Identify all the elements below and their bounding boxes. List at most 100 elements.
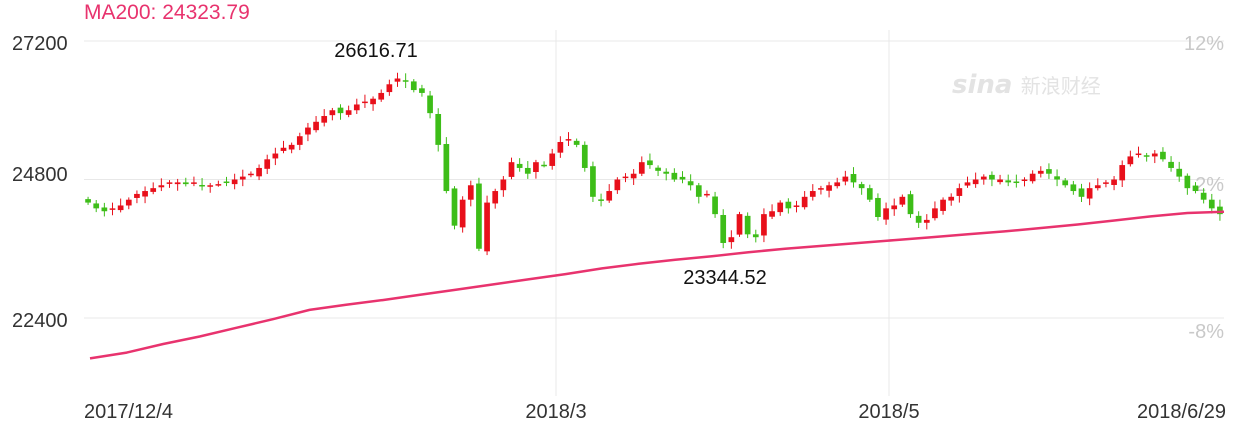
candle-up (777, 202, 784, 213)
candle-down (590, 166, 596, 197)
candle-down (337, 107, 344, 114)
candle-up (940, 199, 946, 211)
candle-down (1200, 192, 1207, 200)
candle-up (500, 179, 507, 191)
candle-down (581, 144, 588, 168)
x-tick-label: 2018/5 (858, 401, 919, 421)
candle-up (231, 179, 238, 185)
candle-down (223, 181, 230, 184)
candle-up (329, 110, 336, 116)
candle-up (125, 199, 132, 206)
candle-down (516, 163, 523, 168)
candle-up (1151, 153, 1158, 157)
candle-up (239, 176, 246, 180)
candlestick-series (85, 72, 1223, 256)
candle-down (476, 183, 482, 249)
candle-up (948, 196, 955, 201)
ma200-line (89, 210, 1225, 360)
x-tick-label: 2018/3 (525, 401, 586, 421)
candle-down (443, 144, 450, 192)
candle-up (834, 182, 841, 187)
y-axis: 27200 24800 22400 (12, 33, 68, 332)
candle-up (280, 147, 287, 151)
candle-up (492, 191, 499, 204)
sina-watermark: sina 新浪财经 (952, 70, 1101, 100)
y-tick-label: 24800 (12, 164, 68, 186)
candle-up (801, 196, 808, 208)
candle-up (769, 211, 775, 217)
candle-down (875, 197, 881, 218)
pct-tick-label: 2% (1195, 174, 1224, 196)
candle-down (524, 167, 531, 174)
candle-down (101, 207, 108, 212)
candle-up (264, 159, 271, 169)
candle-down (435, 114, 442, 145)
candle-up (1086, 188, 1093, 199)
candle-down (1070, 184, 1077, 192)
low-annotation: 23344.52 (683, 267, 766, 289)
x-tick-label: 2017/12/4 (84, 401, 173, 421)
candle-down (663, 171, 670, 174)
candle-up (826, 185, 832, 191)
pct-tick-label: -8% (1188, 321, 1224, 343)
candle-down (93, 203, 100, 209)
candle-down (866, 188, 873, 200)
candle-down (858, 184, 865, 189)
candle-up (1103, 182, 1109, 184)
candle-up (150, 188, 157, 192)
candle-up (818, 188, 824, 190)
candle-down (989, 174, 995, 180)
candle-up (296, 136, 303, 145)
candle-down (402, 80, 409, 82)
percent-axis: 12% 2% -8% (1184, 33, 1224, 343)
candle-up (638, 162, 645, 174)
candle-up (793, 205, 800, 207)
candle-down (679, 176, 686, 180)
candle-down (1168, 161, 1174, 168)
candle-up (288, 144, 295, 150)
candle-up (174, 182, 181, 185)
candle-up (191, 182, 197, 184)
candle-down (1184, 175, 1191, 189)
candle-up (736, 214, 743, 235)
candle-up (166, 182, 173, 184)
candle-up (386, 84, 393, 93)
candle-up (557, 141, 564, 153)
candle-up (467, 185, 474, 200)
candle-down (671, 172, 678, 180)
candle-down (1160, 151, 1166, 160)
candle-up (980, 176, 987, 180)
candle-up (117, 205, 124, 211)
candle-up (842, 176, 849, 182)
candle-up (459, 199, 466, 228)
candle-down (695, 185, 702, 197)
candle-down (720, 214, 727, 243)
candle-up (1029, 173, 1036, 182)
candle-down (1005, 180, 1012, 183)
x-tick-label: 2018/6/29 (1137, 401, 1226, 421)
candle-up (1119, 165, 1126, 181)
candle-down (182, 182, 189, 185)
candle-up (964, 182, 971, 186)
candle-down (199, 184, 205, 187)
candle-down (1176, 168, 1183, 177)
candle-down (1208, 199, 1215, 209)
candle-up (256, 167, 262, 177)
candle-down (1054, 176, 1060, 180)
candle-up (565, 139, 572, 141)
candle-down (1217, 206, 1223, 215)
candle-down (451, 188, 458, 226)
x-axis: 2017/12/4 2018/3 2018/5 2018/6/29 (84, 401, 1226, 421)
candle-down (785, 201, 792, 209)
candle-up (1111, 179, 1117, 185)
candle-down (1143, 155, 1150, 157)
candle-up (1127, 156, 1134, 165)
candle-down (541, 164, 547, 167)
candle-down (427, 95, 433, 114)
candle-up (891, 205, 898, 210)
candle-up (484, 202, 490, 252)
high-annotation: 26616.71 (334, 40, 417, 62)
candle-down (598, 199, 604, 201)
candle-down (1046, 169, 1052, 174)
